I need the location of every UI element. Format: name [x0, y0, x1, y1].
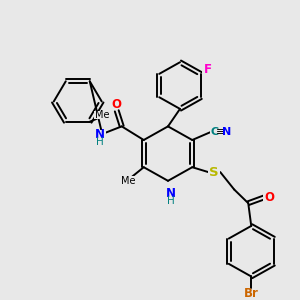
Bar	[94, 130, 106, 139]
Text: ≡: ≡	[216, 127, 225, 137]
Text: Me: Me	[121, 176, 135, 186]
Text: Me: Me	[94, 110, 109, 120]
Bar	[241, 289, 261, 299]
Bar	[164, 189, 178, 198]
Text: S: S	[209, 166, 219, 178]
Bar	[94, 110, 110, 119]
Bar	[210, 128, 228, 137]
Text: O: O	[264, 191, 274, 204]
Text: H: H	[167, 196, 175, 206]
Text: N: N	[222, 127, 231, 137]
Bar	[208, 167, 220, 177]
Bar	[202, 66, 214, 74]
Bar	[263, 193, 275, 202]
Text: O: O	[112, 98, 122, 112]
Text: F: F	[204, 64, 212, 76]
Bar	[111, 100, 123, 109]
Text: N: N	[166, 187, 176, 200]
Bar	[95, 138, 105, 146]
Text: N: N	[95, 128, 105, 141]
Text: Br: Br	[244, 287, 259, 300]
Text: H: H	[96, 137, 103, 147]
Bar	[166, 197, 176, 205]
Text: C: C	[210, 127, 218, 137]
Bar	[121, 176, 135, 185]
